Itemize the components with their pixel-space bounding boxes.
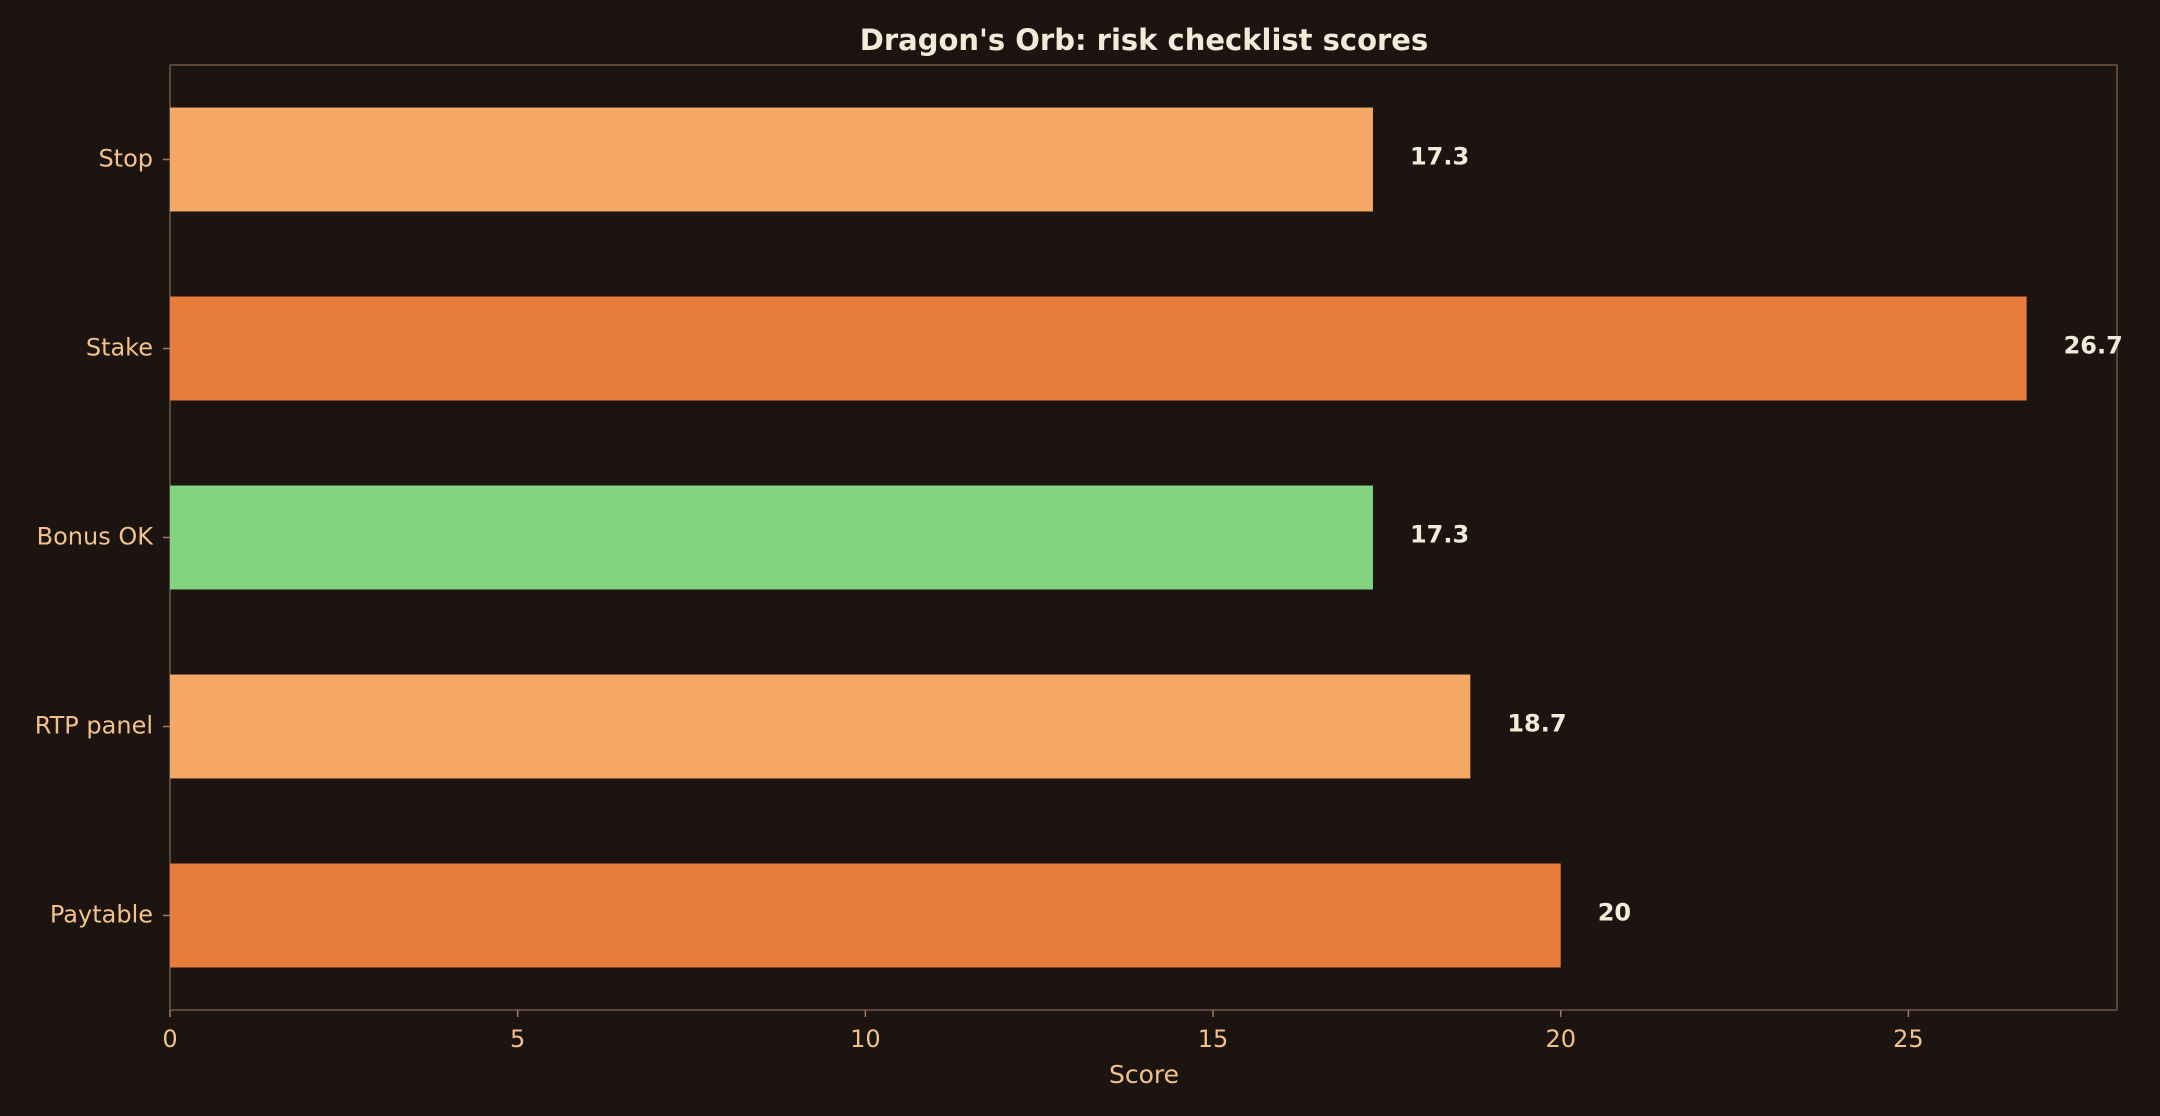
- bar-value-label: 26.7: [2064, 332, 2123, 360]
- bar-value-label: 17.3: [1410, 143, 1469, 171]
- bar-bonus-ok: [170, 485, 1373, 590]
- y-tick-label: Bonus OK: [37, 523, 155, 551]
- x-tick-label: 0: [162, 1025, 177, 1053]
- x-axis-ticks: 0 5 10 15 20 25: [162, 1010, 1924, 1053]
- bar-rtp-panel: [170, 674, 1471, 779]
- x-tick-label: 20: [1545, 1025, 1576, 1053]
- bar-value-label: 20: [1598, 899, 1631, 927]
- chart-title: Dragon's Orb: risk checklist scores: [860, 23, 1429, 57]
- bar-stake: [170, 296, 2027, 401]
- bar-value-label: 17.3: [1410, 521, 1469, 549]
- y-tick-label: RTP panel: [35, 712, 153, 740]
- x-tick-label: 10: [850, 1025, 881, 1053]
- value-labels-group: 17.3 26.7 17.3 18.7 20: [1410, 143, 2123, 927]
- y-axis-tick-labels: Stop Stake Bonus OK RTP panel Paytable: [35, 145, 170, 929]
- x-tick-label: 25: [1893, 1025, 1924, 1053]
- x-tick-label: 5: [510, 1025, 525, 1053]
- y-tick-label: Paytable: [50, 901, 153, 929]
- bars-group: [170, 107, 2027, 968]
- x-tick-label: 15: [1198, 1025, 1229, 1053]
- bar-stop: [170, 107, 1373, 212]
- bar-paytable: [170, 863, 1561, 968]
- bar-value-label: 18.7: [1507, 710, 1566, 738]
- y-tick-label: Stake: [86, 334, 153, 362]
- y-tick-label: Stop: [98, 145, 153, 173]
- x-axis-label: Score: [1109, 1060, 1179, 1089]
